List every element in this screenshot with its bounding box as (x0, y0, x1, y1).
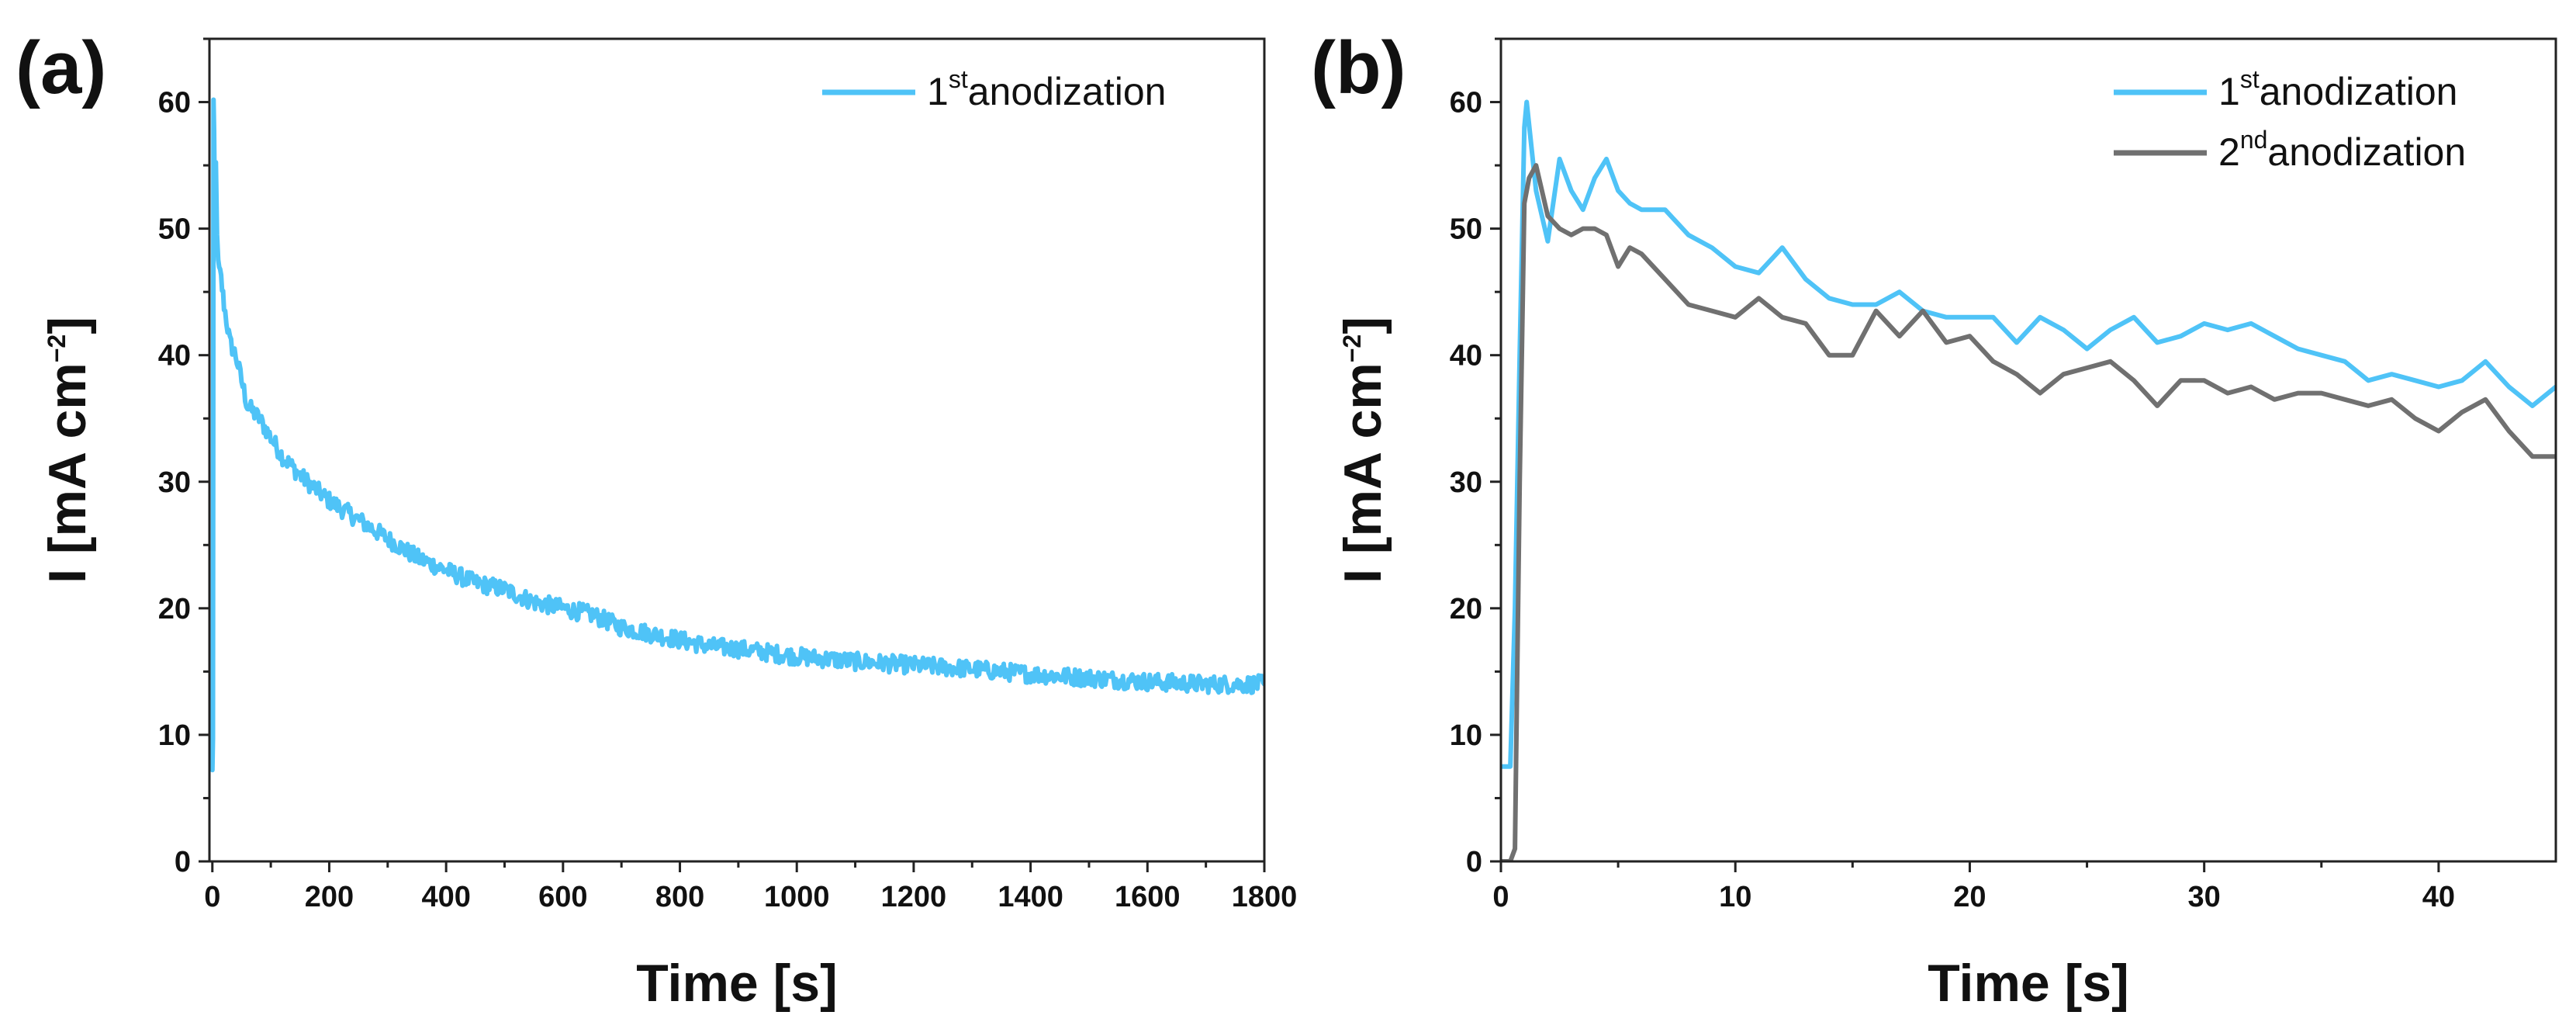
panel-b: (b) 0 10 20 30 40 50 60 0 10 20 30 40 Time [s] I [m… (1311, 26, 2557, 1013)
panel-a-label: (a) (16, 26, 106, 109)
panel-a-y-axis-title-exponent: −2 (43, 334, 71, 362)
panel-a-y-tick-label: 60 (158, 87, 191, 120)
panel-a-y-axis-title-base: I [mA cm (38, 362, 97, 584)
panel-b-y-tick-label: 0 (1466, 846, 1482, 878)
panel-a-y-tick-label: 0 (175, 846, 191, 878)
panel-a-x-tick-label: 1600 (1115, 881, 1181, 913)
panel-b-series-1-line (1501, 99, 2556, 769)
panel-b-x-tick-label: 30 (2188, 881, 2221, 913)
panel-a-plot-frame (208, 37, 1266, 863)
panel-a-x-tick-label: 0 (204, 881, 220, 913)
panel-b-x-axis-title: Time [s] (1928, 954, 2128, 1013)
panel-a-x-tick-label: 200 (305, 881, 354, 913)
panel-a-x-tick-label: 1800 (1232, 881, 1298, 913)
panel-b-y-axis-title-exponent: −2 (1338, 334, 1366, 362)
panel-b-legend-label-1: 1stanodization (2218, 65, 2457, 113)
panel-b-label: (b) (1311, 26, 1406, 109)
panel-a-x-tick-label: 1400 (998, 881, 1063, 913)
panel-a-x-tick-label: 400 (421, 881, 470, 913)
panel-a-legend-label-1: 1stanodization (927, 65, 1166, 113)
panel-a-x-tick-label: 1000 (764, 881, 830, 913)
panel-a-y-axis-title-close: ] (38, 317, 97, 334)
panel-b-y-axis-title-base: I [mA cm (1333, 362, 1392, 584)
panel-b-y-tick-label: 20 (1450, 593, 1482, 625)
panel-a-y-tick-label: 20 (158, 593, 191, 625)
panel-a-y-tick-label: 40 (158, 340, 191, 372)
panel-b-ticks-layer: 0 10 20 30 40 50 60 0 10 20 30 40 (1450, 37, 2455, 913)
panel-b-plot-frame (1499, 37, 2557, 863)
panel-a-y-tick-label: 30 (158, 466, 191, 499)
panel-a-legend: 1stanodization (822, 65, 1166, 113)
panel-b-y-tick-label: 40 (1450, 340, 1482, 372)
panel-a-x-tick-label: 600 (538, 881, 587, 913)
panel-b-y-axis-title: I [mA cm−2] (1333, 317, 1392, 584)
panel-b-y-tick-label: 30 (1450, 466, 1482, 499)
panel-b-y-tick-label: 60 (1450, 87, 1482, 120)
panel-b-x-tick-label: 20 (1953, 881, 1986, 913)
panel-a-x-tick-label: 1200 (881, 881, 947, 913)
panel-b-y-tick-label: 10 (1450, 719, 1482, 752)
panel-a-x-axis-title: Time [s] (636, 954, 837, 1013)
panel-a-y-axis-title: I [mA cm−2] (38, 317, 97, 584)
panel-b-x-tick-label: 10 (1719, 881, 1751, 913)
panel-b-legend: 1stanodization 2ndanodization (2114, 65, 2466, 174)
panel-b-x-tick-label: 40 (2422, 881, 2455, 913)
panel-b-y-axis-title-close: ] (1333, 317, 1392, 334)
panel-a-series-layer (209, 97, 1264, 773)
panel-b-series-2-line (1501, 163, 2556, 861)
panel-b-x-tick-label: 0 (1492, 881, 1509, 913)
panel-a-y-tick-label: 10 (158, 719, 191, 752)
panel-b-series-layer (1501, 99, 2556, 861)
panel-b-y-tick-label: 50 (1450, 213, 1482, 246)
panel-a-series-1-line (209, 97, 1264, 773)
panel-a-x-tick-label: 800 (655, 881, 704, 913)
panel-a-y-tick-label: 50 (158, 213, 191, 246)
panel-b-legend-label-2: 2ndanodization (2218, 126, 2466, 174)
